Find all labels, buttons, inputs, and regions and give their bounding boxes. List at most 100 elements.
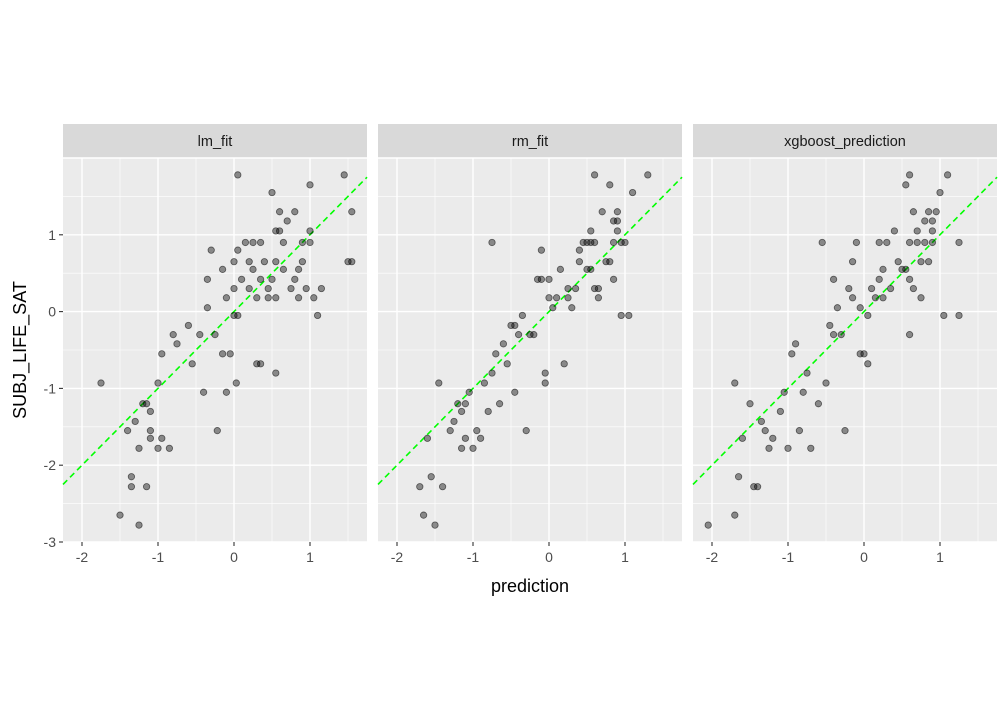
data-point [302, 284, 310, 293]
data-point [348, 258, 356, 266]
data-point [249, 265, 257, 273]
data-point [905, 275, 914, 283]
x-axis: -2 -1 0 1 [706, 542, 944, 565]
x-tick-label: 1 [936, 549, 944, 565]
data-point [469, 444, 477, 452]
data-point [268, 275, 276, 283]
data-point [306, 238, 314, 247]
data-point [628, 188, 637, 197]
data-point [913, 238, 921, 247]
data-point [625, 311, 633, 320]
facet-strip [378, 124, 682, 158]
data-point [822, 379, 830, 387]
data-point [913, 227, 921, 235]
data-point [594, 284, 603, 293]
data-point [499, 340, 507, 348]
facet-panel-lm_fit: lm_fit -2 -1 0 1 [62, 124, 368, 565]
x-tick-label: 0 [860, 549, 868, 565]
data-point [511, 321, 519, 330]
data-point [526, 331, 534, 339]
data-point [249, 238, 257, 247]
data-point [306, 227, 314, 235]
x-tick-label: 0 [230, 549, 238, 565]
data-point [514, 331, 523, 339]
x-tick-label: 1 [621, 549, 629, 565]
data-point [279, 265, 287, 273]
data-point [173, 340, 181, 348]
facet-panel-rm_fit: rm_fit -2 -1 0 1 [377, 124, 683, 565]
data-point [226, 350, 234, 358]
x-tick-label: -2 [391, 549, 404, 565]
points [97, 171, 356, 529]
data-point [617, 311, 625, 320]
data-point [829, 331, 838, 339]
data-point [268, 188, 276, 197]
data-point [146, 427, 154, 435]
reference-line [62, 176, 368, 485]
data-point [606, 258, 614, 266]
data-point [131, 417, 139, 426]
data-point [621, 238, 629, 247]
data-point [598, 208, 606, 216]
x-axis: -2 -1 0 1 [391, 542, 629, 565]
data-point [613, 217, 622, 225]
data-point [829, 275, 838, 283]
x-axis-title: prediction [491, 576, 569, 596]
data-point [883, 238, 891, 247]
data-point [537, 275, 546, 283]
reference-line [377, 176, 683, 485]
data-point [875, 238, 883, 247]
data-point [879, 294, 887, 302]
data-point [541, 379, 549, 387]
data-point [291, 208, 299, 216]
data-point [955, 311, 963, 320]
data-point [545, 294, 553, 302]
data-point [450, 417, 458, 426]
reference-line [692, 176, 998, 485]
data-point [738, 434, 747, 442]
data-point [507, 321, 515, 330]
data-point [135, 521, 143, 529]
data-point [313, 311, 322, 320]
data-point [549, 304, 557, 312]
data-point [127, 483, 135, 491]
data-point [860, 350, 868, 358]
data-point [852, 238, 861, 247]
data-point [845, 284, 853, 293]
data-point [955, 238, 963, 247]
data-point [928, 227, 937, 235]
data-point [731, 511, 739, 519]
data-point [917, 294, 925, 302]
y-axis-title: SUBJ_LIFE_SAT [10, 281, 31, 419]
data-point [427, 473, 435, 481]
x-axis: -2 -1 0 1 [76, 542, 314, 565]
data-point [575, 258, 584, 266]
facet-strip-label: rm_fit [512, 134, 548, 150]
data-point [154, 444, 162, 452]
data-point [154, 379, 162, 387]
data-point [590, 284, 599, 293]
y-tick-label: -1 [44, 380, 57, 396]
y-tick-label: 1 [48, 227, 56, 243]
data-point [222, 294, 230, 302]
data-point [552, 294, 561, 302]
data-point [348, 208, 356, 216]
data-point [184, 321, 192, 330]
data-point [890, 227, 899, 235]
data-point [264, 284, 272, 293]
data-point [848, 258, 857, 266]
data-point [803, 369, 811, 377]
data-point [587, 265, 595, 273]
data-point [200, 388, 208, 396]
data-point [606, 181, 614, 189]
data-point [287, 284, 295, 293]
y-axis: -3 -2 -1 0 1 [44, 227, 63, 550]
data-point [750, 483, 758, 491]
data-point [219, 265, 227, 273]
data-point [864, 311, 872, 320]
data-point [116, 511, 124, 519]
data-point [564, 294, 572, 302]
data-point [253, 294, 261, 302]
data-point [438, 483, 447, 491]
